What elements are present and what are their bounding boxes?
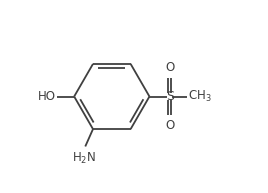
Text: HO: HO — [38, 90, 56, 103]
Text: CH$_3$: CH$_3$ — [188, 89, 212, 104]
Text: O: O — [165, 119, 174, 132]
Text: O: O — [165, 61, 174, 74]
Text: S: S — [166, 90, 174, 103]
Text: H$_2$N: H$_2$N — [72, 151, 96, 166]
